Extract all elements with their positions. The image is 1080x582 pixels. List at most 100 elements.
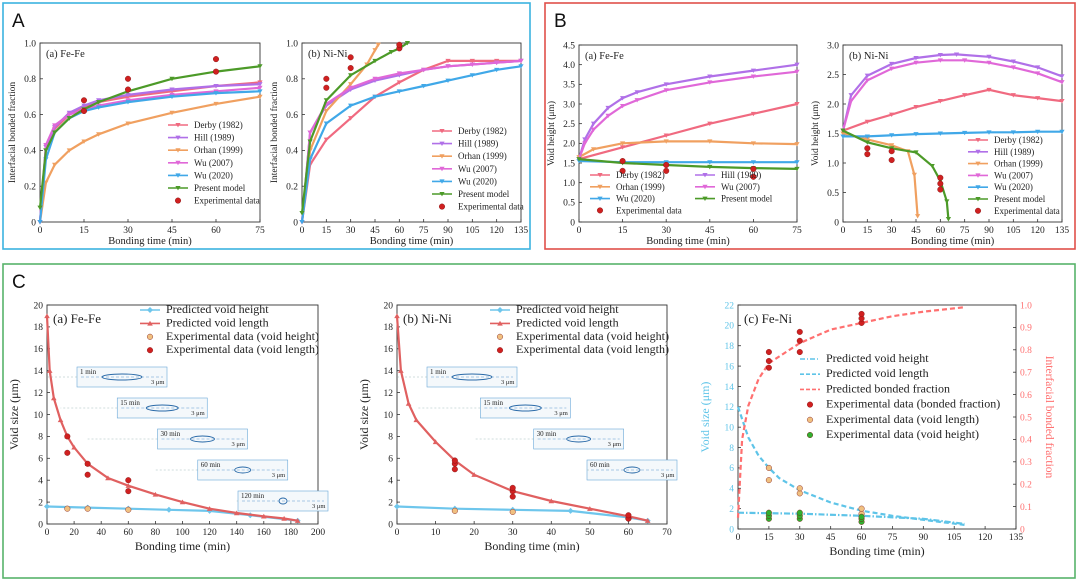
data-point xyxy=(953,52,960,57)
data-point xyxy=(590,147,597,152)
y-tick-label: 18 xyxy=(384,323,394,333)
data-point xyxy=(582,141,588,146)
x-tick-label: 45 xyxy=(826,533,836,543)
legend-swatch-marker xyxy=(597,173,603,178)
data-point xyxy=(911,172,917,178)
legend-swatch-marker xyxy=(146,347,153,354)
y-tick-label: 18 xyxy=(34,323,44,333)
data-point xyxy=(663,88,669,93)
void-shape xyxy=(278,497,288,505)
data-point xyxy=(257,85,263,91)
data-point xyxy=(937,53,943,58)
legend-label: Hill (1989) xyxy=(994,147,1034,157)
y2-tick-label: 0.2 xyxy=(1020,481,1032,491)
data-point xyxy=(962,58,968,63)
legend-swatch-marker xyxy=(807,432,814,439)
legend-label: Predicted void length xyxy=(166,315,269,329)
chart-a-a: 0 15 30 45 60 75 0 0.2 0.4 0.6 0.8 1.0 Bonding time … xyxy=(7,39,265,247)
x-axis-label: Bonding time (min) xyxy=(646,236,730,247)
data-point xyxy=(794,102,800,107)
data-point xyxy=(375,42,381,48)
y-tick-label: 0.5 xyxy=(563,199,575,209)
data-point xyxy=(372,48,378,53)
data-point xyxy=(619,167,626,174)
y-tick-label: 2 xyxy=(729,505,734,515)
series-6 xyxy=(323,41,403,91)
y2-axis-label: Interfacial bonded fraction xyxy=(1043,356,1055,479)
data-point xyxy=(937,174,944,181)
legend-label: Hill (1989) xyxy=(458,139,498,149)
data-point xyxy=(124,75,131,82)
data-point xyxy=(281,515,287,521)
data-point xyxy=(451,466,458,473)
series-5 xyxy=(299,41,411,216)
chart-title: (a) Fe-Fe xyxy=(53,311,101,326)
data-point xyxy=(913,104,919,110)
x-axis-label: Bonding time (min) xyxy=(829,544,924,558)
legend-label: Wu (2020) xyxy=(458,176,497,186)
y-axis-label: Interfacial bonded fraction xyxy=(7,82,18,184)
series-6 xyxy=(80,56,219,115)
x-tick-label: 0 xyxy=(736,533,741,543)
data-point xyxy=(750,68,756,73)
x-tick-label: 120 xyxy=(978,533,993,543)
data-point xyxy=(96,105,102,110)
legend-label: Predicted void height xyxy=(516,302,619,316)
data-point xyxy=(165,506,172,513)
x-tick-label: 0 xyxy=(395,528,400,538)
data-point xyxy=(299,220,305,225)
void-shape xyxy=(145,404,179,412)
data-point xyxy=(1010,130,1016,135)
y-tick-label: 3.5 xyxy=(563,81,575,91)
inset-time-label: 1 min xyxy=(80,368,97,376)
data-point xyxy=(765,464,772,471)
legend-swatch-marker xyxy=(147,307,153,313)
legend-swatch-marker xyxy=(597,207,604,214)
data-point xyxy=(394,503,400,510)
x-tick-label: 75 xyxy=(792,226,802,236)
legend-label: Experimental data xyxy=(458,202,524,212)
data-point xyxy=(66,112,72,117)
x-tick-label: 135 xyxy=(1055,226,1070,236)
data-point xyxy=(396,41,403,48)
chart-b-a: 0 15 30 45 60 75 0 0.5 1.0 1.5 2.0 2.5 3.0 3.5 4.0 4.5 B… xyxy=(546,41,802,247)
y-tick-label: 12 xyxy=(384,389,394,399)
y-tick-label: 6 xyxy=(729,464,734,474)
scale-bar-label: 3 μm xyxy=(191,410,204,417)
chart-title: (b) Ni-Ni xyxy=(308,49,347,60)
data-point xyxy=(620,96,626,101)
chart-title: (c) Fe-Ni xyxy=(744,311,792,326)
void-shape xyxy=(451,373,493,381)
data-point xyxy=(96,132,102,137)
data-point xyxy=(81,139,87,144)
y2-tick-label: 1.0 xyxy=(1020,301,1032,311)
data-point xyxy=(52,162,58,168)
legend-swatch-marker xyxy=(175,173,181,178)
data-point xyxy=(348,82,354,87)
data-point xyxy=(105,475,111,481)
x-tick-label: 180 xyxy=(284,528,299,538)
y-axis-label: Void size (μm) xyxy=(357,379,371,450)
legend-swatch-marker xyxy=(597,196,603,201)
data-point xyxy=(494,60,500,66)
data-point xyxy=(469,62,475,67)
y-tick-label: 6 xyxy=(388,455,393,465)
y-tick-label: 1.0 xyxy=(286,39,298,49)
y2-tick-label: 0 xyxy=(1020,525,1025,535)
y-tick-label: 10 xyxy=(34,411,44,421)
series-2 xyxy=(37,94,263,225)
x-tick-label: 45 xyxy=(705,226,715,236)
data-point xyxy=(765,358,772,365)
data-point xyxy=(169,110,175,116)
x-tick-label: 40 xyxy=(96,528,106,538)
data-point xyxy=(576,157,582,162)
x-tick-label: 20 xyxy=(69,528,79,538)
data-point xyxy=(858,505,865,512)
x-tick-label: 0 xyxy=(577,226,582,236)
y-tick-label: 0.2 xyxy=(286,183,298,193)
series-0 xyxy=(737,511,965,525)
scale-bar-label: 3 μm xyxy=(312,503,325,510)
y-tick-label: 4 xyxy=(729,485,734,495)
data-point xyxy=(169,94,175,100)
legend-label: Experimental data (void length) xyxy=(516,342,669,356)
